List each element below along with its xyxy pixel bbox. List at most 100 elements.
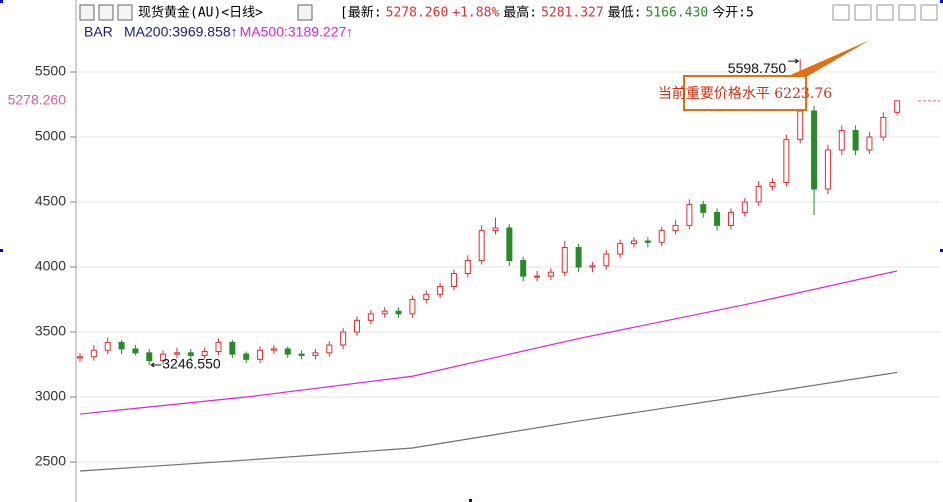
candle-body bbox=[284, 348, 291, 355]
candle-body bbox=[437, 286, 444, 295]
quote-text: [最新: bbox=[340, 5, 382, 21]
handle bbox=[469, 499, 472, 502]
candle-body bbox=[589, 265, 596, 268]
candle-body bbox=[187, 352, 194, 356]
candle-body bbox=[811, 110, 818, 190]
candle-body bbox=[464, 260, 471, 275]
candle-body bbox=[478, 230, 485, 262]
candle-body bbox=[367, 313, 374, 321]
candle-body bbox=[146, 352, 153, 362]
candle-body bbox=[852, 130, 859, 151]
toolbar-icon[interactable] bbox=[920, 4, 938, 21]
candle-body bbox=[686, 204, 693, 226]
callout-pointer bbox=[786, 40, 870, 77]
candle-body bbox=[603, 253, 610, 267]
candle-body bbox=[506, 227, 513, 262]
candle-body bbox=[229, 341, 236, 355]
candle-body bbox=[769, 182, 776, 187]
candle-body bbox=[104, 341, 111, 351]
candle-body bbox=[90, 349, 97, 358]
toolbar-icon[interactable] bbox=[876, 4, 894, 21]
handle bbox=[940, 249, 943, 252]
candle-body bbox=[797, 110, 804, 141]
candle-body bbox=[631, 240, 637, 245]
candle-body bbox=[520, 260, 527, 277]
candle-body bbox=[700, 204, 707, 213]
toolbar-button[interactable] bbox=[117, 4, 133, 21]
callout-box bbox=[683, 75, 807, 111]
ma-line bbox=[79, 371, 898, 472]
chart-title: 现货黄金(AU)<日线> bbox=[138, 5, 263, 21]
candle-body bbox=[658, 230, 665, 243]
handle bbox=[0, 0, 3, 3]
toolbar-button[interactable] bbox=[98, 4, 114, 21]
ma-line bbox=[79, 270, 898, 415]
candle-body bbox=[838, 130, 845, 151]
candle-body bbox=[298, 353, 305, 356]
indicator-name: BAR bbox=[84, 24, 113, 40]
annotation-label: 3246.550 bbox=[162, 356, 221, 372]
annotation-label: 5598.750 bbox=[728, 60, 787, 76]
annotation-arrow bbox=[150, 362, 162, 368]
legend-label: MA500:3189.227↑ bbox=[240, 24, 354, 40]
quote-text: 最低: bbox=[608, 6, 642, 21]
candle-body bbox=[714, 211, 721, 226]
candle-body bbox=[381, 310, 388, 315]
candle-body bbox=[783, 139, 790, 184]
toolbar-icon[interactable] bbox=[898, 4, 916, 21]
candle-body bbox=[547, 271, 554, 277]
quote-text: 5166.430 bbox=[646, 6, 709, 21]
candle-body bbox=[201, 351, 208, 356]
toolbar-icon[interactable] bbox=[832, 4, 850, 21]
toolbar bbox=[79, 4, 938, 21]
candle-body bbox=[561, 247, 568, 273]
candle-body bbox=[644, 240, 651, 243]
candle-body bbox=[492, 227, 499, 232]
toolbar-button[interactable] bbox=[79, 4, 95, 21]
candle-body bbox=[534, 275, 541, 278]
candle-body bbox=[741, 201, 748, 213]
candle-body bbox=[894, 100, 901, 113]
candle-body bbox=[160, 353, 167, 362]
candle-body bbox=[672, 224, 679, 232]
toolbar-button[interactable] bbox=[297, 4, 313, 21]
candle-body bbox=[423, 293, 430, 301]
candle-body bbox=[340, 331, 347, 346]
candle-body bbox=[575, 247, 582, 268]
candle-body bbox=[727, 211, 734, 226]
candle-body bbox=[866, 136, 873, 151]
quote-text: 5281.327 bbox=[541, 6, 604, 21]
candle-body bbox=[132, 348, 139, 354]
quote-text: 5278.260 bbox=[386, 6, 449, 21]
y-tick-label: 4000 bbox=[35, 258, 66, 274]
toolbar-icon[interactable] bbox=[854, 4, 872, 21]
candle-body bbox=[173, 352, 180, 355]
candle-body bbox=[312, 352, 319, 356]
candle-body bbox=[77, 356, 83, 359]
candle-body bbox=[880, 117, 887, 138]
candle-body bbox=[395, 310, 402, 315]
y-tick-label: 3000 bbox=[35, 388, 66, 404]
y-tick-label: 4500 bbox=[35, 193, 66, 209]
candle-body bbox=[326, 344, 333, 354]
candle-body bbox=[824, 149, 831, 190]
candle-body bbox=[270, 348, 277, 351]
last-price-label: 5278.260 bbox=[8, 92, 67, 108]
y-tick-label: 3500 bbox=[35, 323, 66, 339]
candle-body bbox=[755, 185, 762, 203]
y-tick-label: 2500 bbox=[35, 453, 66, 469]
candle-body bbox=[118, 341, 125, 350]
candle-body bbox=[215, 341, 222, 353]
quote-text: 最高: bbox=[503, 5, 537, 21]
candle-body bbox=[257, 349, 264, 360]
candle-body bbox=[354, 319, 360, 333]
candle-body bbox=[617, 243, 624, 255]
handle bbox=[940, 0, 943, 3]
quote-text: +1.88% bbox=[452, 6, 499, 21]
quote-text: 今开:5 bbox=[712, 5, 754, 21]
annotation-arrow bbox=[788, 58, 800, 64]
legend-label: MA200:3969.858↑ bbox=[124, 24, 238, 40]
